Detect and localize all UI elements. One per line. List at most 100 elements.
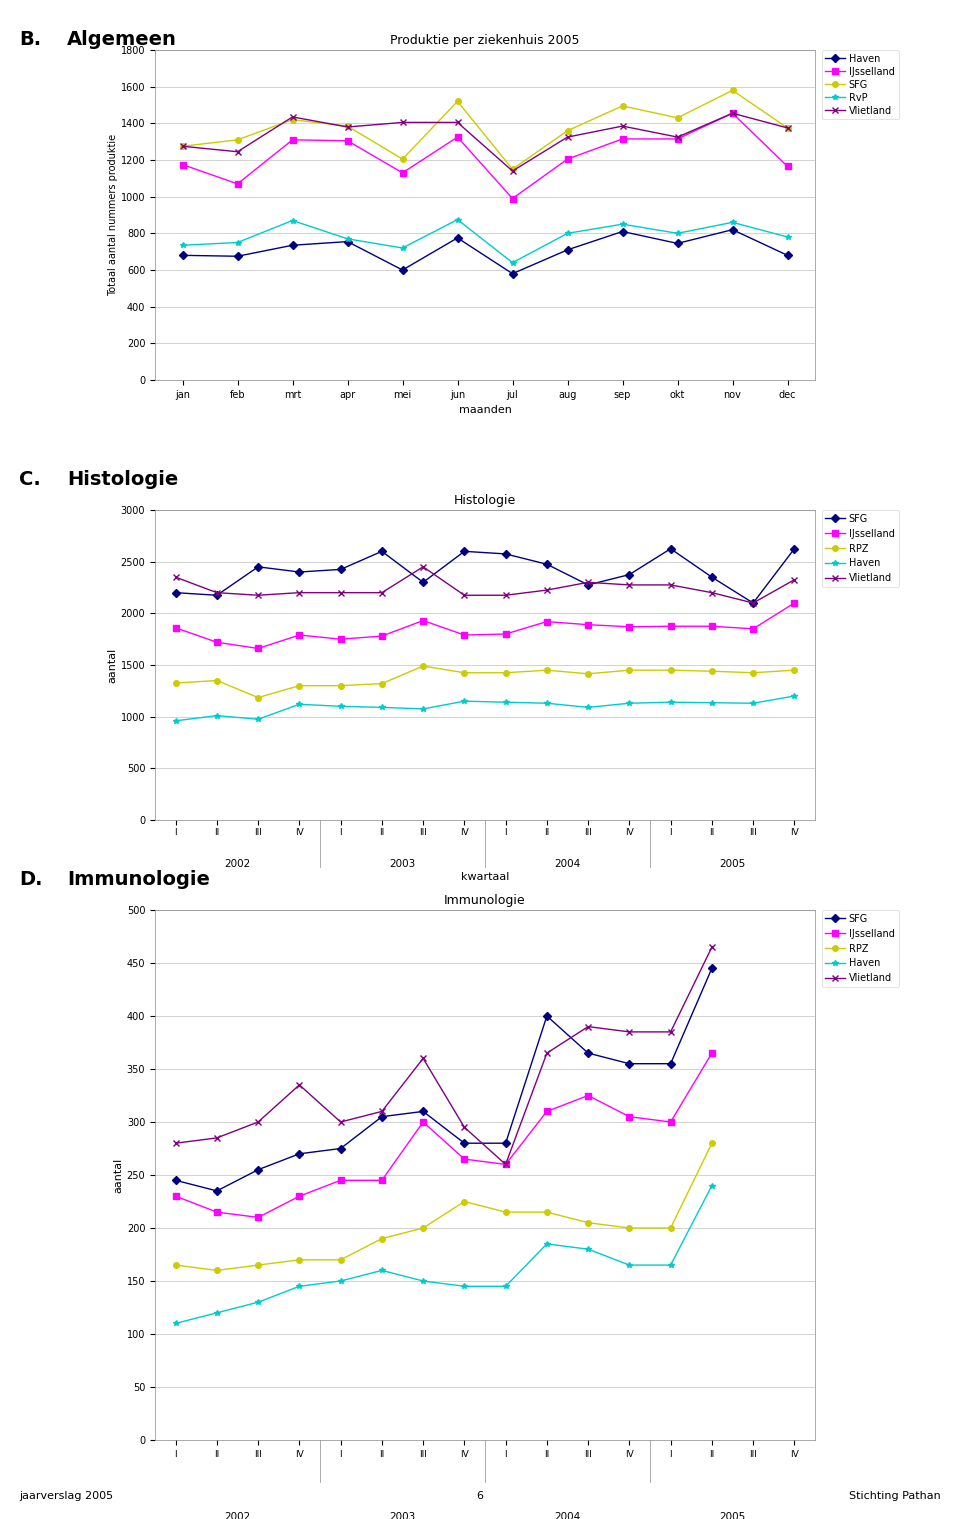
Vlietland xyxy=(335,1113,347,1132)
Vlietland xyxy=(616,117,628,135)
SFG xyxy=(452,93,464,111)
X-axis label: maanden: maanden xyxy=(459,406,512,415)
Haven xyxy=(170,1314,181,1332)
RvP xyxy=(287,211,299,229)
Text: Immunologie: Immunologie xyxy=(67,870,210,889)
RvP xyxy=(452,211,464,229)
Haven xyxy=(707,1177,718,1195)
IJsselland xyxy=(287,131,299,149)
Vlietland xyxy=(727,105,738,123)
Line: IJsselland: IJsselland xyxy=(180,111,790,202)
Haven xyxy=(500,693,512,711)
RPZ xyxy=(707,662,718,681)
RvP xyxy=(562,225,573,243)
Text: C.: C. xyxy=(19,469,41,489)
RPZ xyxy=(252,688,264,706)
Vlietland xyxy=(252,586,264,605)
Vlietland xyxy=(707,583,718,602)
Title: Immunologie: Immunologie xyxy=(444,895,526,907)
Vlietland xyxy=(781,118,793,137)
RPZ xyxy=(583,665,594,684)
IJsselland xyxy=(624,1107,636,1126)
IJsselland xyxy=(748,620,759,638)
SFG xyxy=(748,594,759,612)
Text: 2003: 2003 xyxy=(390,860,416,869)
Vlietland xyxy=(748,594,759,612)
Haven xyxy=(541,1235,553,1253)
Haven xyxy=(459,693,470,711)
RPZ xyxy=(211,671,223,690)
SFG xyxy=(672,109,684,128)
Vlietland xyxy=(418,1050,429,1068)
Text: Histologie: Histologie xyxy=(67,469,179,489)
IJsselland xyxy=(335,1171,347,1189)
Text: kwartaal: kwartaal xyxy=(461,872,509,881)
Vlietland xyxy=(541,580,553,598)
Vlietland xyxy=(541,1044,553,1062)
RPZ xyxy=(418,1218,429,1236)
IJsselland xyxy=(541,1103,553,1121)
SFG xyxy=(707,958,718,977)
Line: IJsselland: IJsselland xyxy=(173,1050,714,1220)
SFG xyxy=(665,539,677,557)
Text: 2004: 2004 xyxy=(554,1511,581,1519)
Y-axis label: aantal: aantal xyxy=(108,647,118,682)
IJsselland xyxy=(616,129,628,147)
IJsselland xyxy=(665,617,677,635)
SFG xyxy=(211,586,223,605)
IJsselland xyxy=(211,633,223,652)
Vlietland xyxy=(672,128,684,146)
RvP xyxy=(781,228,793,246)
IJsselland xyxy=(707,1044,718,1062)
IJsselland xyxy=(500,1156,512,1174)
Haven xyxy=(624,1256,636,1274)
Line: Haven: Haven xyxy=(173,1183,714,1326)
SFG xyxy=(177,137,188,155)
Haven xyxy=(459,1277,470,1296)
Haven xyxy=(748,694,759,712)
RvP xyxy=(616,216,628,234)
Haven xyxy=(342,232,353,251)
RPZ xyxy=(418,656,429,674)
Vlietland xyxy=(500,1156,512,1174)
Vlietland xyxy=(170,1135,181,1153)
Legend: SFG, IJsselland, RPZ, Haven, Vlietland: SFG, IJsselland, RPZ, Haven, Vlietland xyxy=(822,510,899,588)
Haven xyxy=(665,1256,677,1274)
IJsselland xyxy=(170,1186,181,1205)
Haven xyxy=(541,694,553,712)
RPZ xyxy=(624,1218,636,1236)
SFG xyxy=(459,542,470,561)
RvP xyxy=(727,213,738,231)
SFG xyxy=(788,539,800,557)
IJsselland xyxy=(396,164,408,182)
Line: Haven: Haven xyxy=(180,226,790,276)
Vlietland xyxy=(211,583,223,602)
RPZ xyxy=(459,1192,470,1211)
SFG xyxy=(707,568,718,586)
SFG xyxy=(727,81,738,99)
IJsselland xyxy=(170,618,181,636)
RvP xyxy=(342,229,353,248)
IJsselland xyxy=(707,617,718,635)
Vlietland xyxy=(707,939,718,957)
SFG xyxy=(541,554,553,573)
Vlietland xyxy=(665,1022,677,1041)
RPZ xyxy=(294,676,305,694)
Vlietland xyxy=(294,583,305,602)
Haven xyxy=(507,264,518,283)
Line: Vlietland: Vlietland xyxy=(173,945,714,1167)
Vlietland xyxy=(231,143,243,161)
Title: Histologie: Histologie xyxy=(454,495,516,507)
IJsselland xyxy=(376,627,388,646)
IJsselland xyxy=(507,190,518,208)
Text: D.: D. xyxy=(19,870,42,889)
Line: Haven: Haven xyxy=(173,693,797,723)
Haven xyxy=(707,694,718,712)
SFG xyxy=(781,118,793,137)
SFG xyxy=(252,557,264,576)
Vlietland xyxy=(287,108,299,126)
Title: Produktie per ziekenhuis 2005: Produktie per ziekenhuis 2005 xyxy=(391,35,580,47)
Vlietland xyxy=(665,576,677,594)
Haven xyxy=(376,699,388,717)
SFG xyxy=(342,117,353,135)
